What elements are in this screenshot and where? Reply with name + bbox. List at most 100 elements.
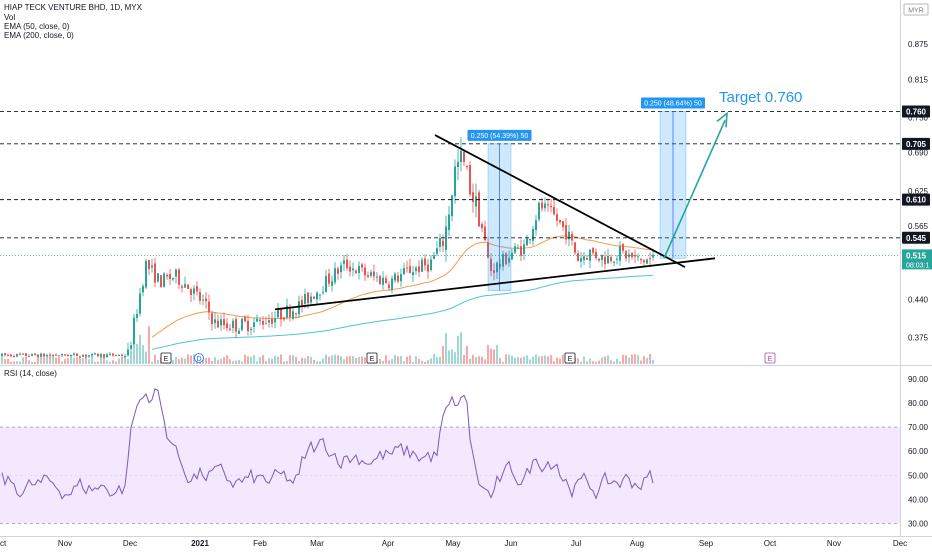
earnings-marker xyxy=(564,352,576,364)
volume-bar xyxy=(52,356,54,364)
candle-body xyxy=(52,355,54,357)
volume-bar xyxy=(493,349,495,364)
candle-body xyxy=(637,256,639,258)
volume-bar xyxy=(250,356,252,364)
volume-bar xyxy=(178,359,180,364)
volume-bar xyxy=(268,358,270,364)
candle-body xyxy=(385,278,387,283)
volume-bar xyxy=(145,351,147,364)
candle-body xyxy=(448,214,450,231)
volume-bar xyxy=(133,327,135,364)
currency-label: MYR xyxy=(908,8,924,15)
volume-bar xyxy=(418,358,420,364)
candle-body xyxy=(112,353,114,356)
candle-body xyxy=(247,320,249,332)
candle-body xyxy=(235,318,237,332)
volume-bar xyxy=(328,356,330,364)
candle-body xyxy=(145,260,147,288)
bar-countdown: 08:03:1 xyxy=(906,262,929,269)
volume-bar xyxy=(502,361,504,364)
volume-bar xyxy=(649,354,651,364)
volume-bar xyxy=(454,352,456,364)
candle-body xyxy=(328,273,330,284)
volume-bar xyxy=(619,361,621,364)
candle-body xyxy=(1,353,3,356)
candle-body xyxy=(28,355,30,357)
volume-bar xyxy=(484,359,486,364)
candle-body xyxy=(82,355,84,357)
candle-body xyxy=(262,320,264,325)
volume-bar xyxy=(409,355,411,364)
candle-body xyxy=(43,353,45,357)
candle-body xyxy=(76,353,78,357)
volume-bar xyxy=(466,345,468,364)
volume-bar xyxy=(637,355,639,364)
volume-bar xyxy=(319,361,321,364)
candle-body xyxy=(256,318,258,322)
candle-body xyxy=(643,260,645,263)
volume-bar xyxy=(361,356,363,364)
candle-body xyxy=(325,275,327,293)
volume-bar xyxy=(442,345,444,364)
volume-bar xyxy=(13,361,15,364)
volume-bar xyxy=(136,343,138,364)
volume-bar xyxy=(523,356,525,364)
volume-bar xyxy=(64,359,66,364)
volume-bar xyxy=(124,357,126,364)
volume-bar xyxy=(220,358,222,364)
price-tick-label: 0.690 xyxy=(908,149,929,158)
candle-body xyxy=(499,264,501,267)
volume-bar xyxy=(355,357,357,364)
candle-body xyxy=(13,355,15,357)
volume-bar xyxy=(508,354,510,364)
candle-body xyxy=(367,275,369,277)
volume-bar xyxy=(85,356,87,364)
volume-bar xyxy=(343,359,345,364)
candle-body xyxy=(64,354,66,356)
candle-body xyxy=(115,355,117,357)
volume-bar xyxy=(274,355,276,364)
volume-bar xyxy=(295,357,297,364)
volume-bar xyxy=(352,356,354,364)
candle-body xyxy=(136,313,138,318)
volume-bar xyxy=(55,357,57,364)
volume-bar xyxy=(148,326,150,364)
volume-bar xyxy=(313,359,315,364)
volume-bar xyxy=(61,361,63,364)
candle-body xyxy=(559,219,561,223)
time-tick-label: Feb xyxy=(253,539,267,548)
volume-bar xyxy=(340,356,342,364)
candle-body xyxy=(493,270,495,273)
candle-body xyxy=(337,268,339,274)
volume-bar xyxy=(19,361,21,364)
volume-bar xyxy=(532,356,534,364)
candle-body xyxy=(574,242,576,253)
candle-body xyxy=(205,298,207,302)
candle-body xyxy=(508,257,510,263)
volume-bar xyxy=(499,358,501,364)
volume-bar xyxy=(412,361,414,364)
price-tick-label: 0.565 xyxy=(908,222,929,231)
volume-bar xyxy=(154,354,156,364)
volume-bar xyxy=(223,357,225,364)
volume-bar xyxy=(397,356,399,364)
volume-bar xyxy=(184,358,186,364)
candle-body xyxy=(91,353,93,356)
candle-body xyxy=(67,354,69,357)
candle-body xyxy=(592,248,594,253)
candle-body xyxy=(472,192,474,203)
volume-bar xyxy=(67,358,69,364)
volume-bar xyxy=(436,357,438,364)
ema200-line xyxy=(151,274,654,350)
volume-bar xyxy=(106,360,108,364)
candle-body xyxy=(73,353,75,355)
candle-body xyxy=(622,244,624,251)
volume-bar xyxy=(40,354,42,364)
candle-body xyxy=(502,253,504,267)
candle-body xyxy=(535,220,537,231)
candle-body xyxy=(613,261,615,263)
volume-bar xyxy=(406,356,408,364)
candle-body xyxy=(229,328,231,330)
